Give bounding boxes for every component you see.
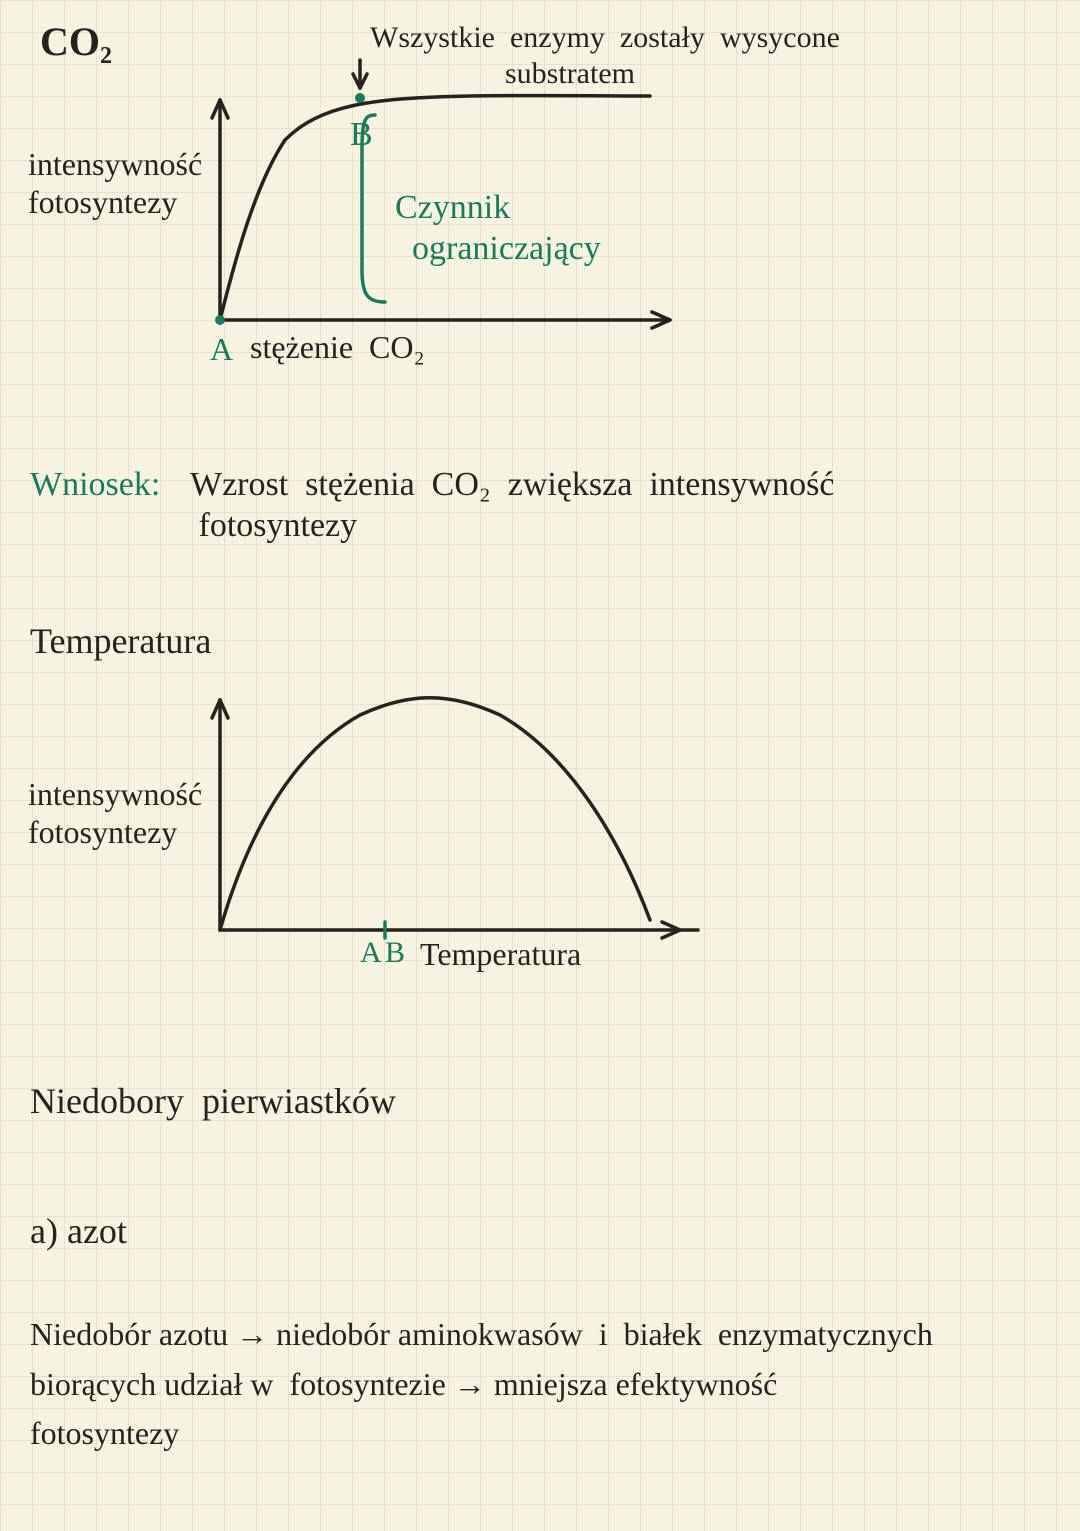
- chart2-point-b: B: [385, 935, 405, 971]
- heading-temperatura: Temperatura: [30, 620, 211, 663]
- chart1-annotation-top: Wszystkie enzymy zostały wysycone substr…: [370, 20, 840, 92]
- chart1-point-a: A: [210, 330, 233, 368]
- chart1-factor-label: Czynnik ograniczający: [395, 188, 601, 270]
- chart2-point-a: A: [360, 935, 382, 971]
- chart2-xlabel: Temperatura: [420, 935, 581, 973]
- chart1-xlabel: stężenie CO₂: [250, 328, 425, 366]
- heading-co2: CO₂: [40, 18, 112, 66]
- conclusion-label: Wniosek:: [30, 465, 160, 506]
- chart2-ylabel: intensywność fotosyntezy: [28, 775, 202, 852]
- chart1-ylabel: intensywność fotosyntezy: [28, 145, 202, 222]
- item-a-text: Niedobór azotu → niedobór aminokwasów i …: [30, 1310, 933, 1459]
- item-a-label: a) azot: [30, 1210, 127, 1253]
- chart1-point-b: B: [350, 115, 373, 156]
- chart2: [210, 690, 770, 970]
- conclusion-text: Wzrost stężenia CO₂ zwiększa intensywnoś…: [190, 465, 834, 547]
- heading-deficiency: Niedobory pierwiastków: [30, 1080, 396, 1123]
